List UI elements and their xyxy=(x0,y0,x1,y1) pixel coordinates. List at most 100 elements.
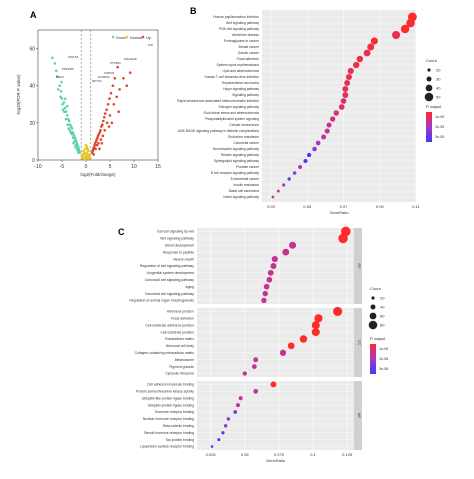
category-label: Cell-cell signaling by wnt xyxy=(157,230,194,234)
point-up xyxy=(101,123,104,127)
point-down xyxy=(51,56,54,60)
category-label: Regulation of animal organ morphogenesis xyxy=(129,299,194,303)
legend-size-label: 20 xyxy=(380,296,385,301)
point-down xyxy=(60,80,63,84)
point-down xyxy=(54,69,58,73)
data-point xyxy=(210,445,214,448)
point-up xyxy=(100,141,104,145)
x-tick-label: 0.09 xyxy=(376,204,385,209)
category-label: Neurotrophin signaling pathway xyxy=(213,147,260,151)
point-up xyxy=(105,121,109,125)
facet-strip-label: CC xyxy=(357,340,361,346)
data-point xyxy=(311,321,320,330)
category-label: Basal cell carcinoma xyxy=(229,189,259,193)
category-label: Relaxin signaling pathway xyxy=(221,153,259,157)
gene-annotation: HOXB13 xyxy=(98,75,110,79)
x-tick-label: 0.03 xyxy=(267,204,276,209)
data-point xyxy=(311,328,320,337)
point-down xyxy=(70,127,74,130)
data-point xyxy=(282,183,286,187)
data-point xyxy=(298,165,303,169)
legend-size-label: 80 xyxy=(380,323,385,328)
data-point xyxy=(271,255,278,263)
point-up xyxy=(105,108,108,112)
point-down xyxy=(60,97,64,101)
legend-size-label: 40 xyxy=(436,86,441,91)
category-label: AGE-RAGE signaling pathway in diabetic c… xyxy=(178,129,260,133)
data-point xyxy=(400,24,410,34)
legend-color-title: P. adjust xyxy=(426,104,442,109)
category-label: Signaling pathway xyxy=(232,93,259,97)
point-up xyxy=(112,102,116,106)
facet-background xyxy=(197,307,354,377)
data-point xyxy=(235,403,240,408)
data-point xyxy=(299,335,308,343)
x-tick-label: 0 xyxy=(85,164,88,170)
legend-color-title: P. adjust xyxy=(370,336,386,341)
legend-label: Up xyxy=(146,36,151,40)
point-up xyxy=(99,128,102,132)
category-label: Steroid hormone receptor binding xyxy=(144,431,194,435)
legend-size-dot xyxy=(371,296,375,300)
y-tick-label: 60 xyxy=(29,47,35,53)
category-label: Cytosolic ribosome xyxy=(165,372,194,376)
x-tick-label: 0.1 xyxy=(310,452,316,457)
x-axis-label: GeneRatio xyxy=(329,210,349,215)
category-label: System lupus erythematosus xyxy=(217,63,260,67)
data-point xyxy=(251,364,257,369)
point-down xyxy=(67,127,71,130)
data-point xyxy=(338,233,348,244)
data-point xyxy=(226,417,231,421)
data-point xyxy=(330,116,336,122)
data-point xyxy=(270,381,277,388)
data-point xyxy=(326,122,332,128)
point-normal xyxy=(89,156,92,160)
facet-strip-label: BP xyxy=(357,263,361,269)
category-label: Alzheimer disease xyxy=(232,33,259,37)
point-up xyxy=(92,153,95,156)
category-label: Regulation of wnt signaling pathway xyxy=(140,264,194,268)
point-down xyxy=(59,89,63,93)
category-label: Proteoglycans in cancer xyxy=(224,39,260,43)
category-label: Collagen-containing extracellular matrix xyxy=(135,351,195,355)
data-point xyxy=(287,177,291,181)
category-label: Endometrial cancer xyxy=(231,177,260,181)
category-label: Lipoprotein particle receptor binding xyxy=(140,445,194,449)
data-point xyxy=(338,104,345,110)
data-point xyxy=(287,342,295,350)
point-up xyxy=(101,119,105,123)
point-down xyxy=(65,110,68,114)
facet-strip-label: MF xyxy=(357,413,361,419)
legend-label: Down xyxy=(116,36,126,40)
y-axis-label: -log10(FDR P value) xyxy=(16,74,21,115)
data-point xyxy=(263,283,270,290)
point-down xyxy=(65,114,69,117)
data-point xyxy=(233,410,238,414)
legend-size-title: Count xyxy=(426,58,438,63)
category-label: Wnt signaling pathway xyxy=(226,21,259,25)
category-label: Focal adhesion xyxy=(237,57,260,61)
x-axis-label: log2(Foldchange) xyxy=(80,172,116,177)
point-down xyxy=(66,123,70,127)
category-label: Hepatocellular carcinoma xyxy=(222,81,259,85)
point-down xyxy=(64,117,68,121)
point-down xyxy=(58,84,61,88)
legend-size-label: 20 xyxy=(436,68,441,73)
plot-background xyxy=(262,10,416,202)
point-up xyxy=(113,76,117,80)
gene-annotation: PTPRM xyxy=(110,61,121,65)
data-point xyxy=(221,431,225,435)
category-label: Gland development xyxy=(165,243,194,247)
category-label: PI3K-Akt signaling pathway xyxy=(219,27,259,31)
point-up xyxy=(99,138,103,141)
category-label: Urogenital system development xyxy=(147,271,195,275)
point-down xyxy=(63,110,66,114)
point-up xyxy=(107,125,111,128)
gene-annotation: NPTX2 xyxy=(92,79,102,83)
point-normal xyxy=(82,151,86,154)
category-label: Sphingolipid signaling pathway xyxy=(214,159,259,163)
data-point xyxy=(238,396,243,401)
legend-size-dot xyxy=(368,320,378,330)
category-label: Human papillomavirus infection xyxy=(213,15,259,19)
